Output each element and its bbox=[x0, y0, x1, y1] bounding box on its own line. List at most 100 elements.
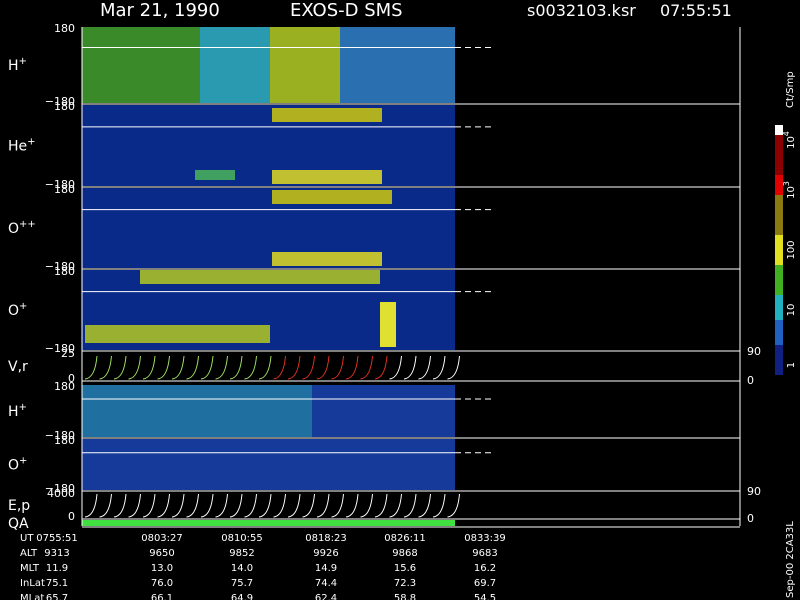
tick-label: −180 bbox=[45, 95, 75, 108]
file: s0032103.ksr bbox=[527, 1, 636, 20]
ep-curve bbox=[142, 493, 156, 518]
vr-curve bbox=[287, 355, 301, 380]
ep-curve bbox=[200, 493, 214, 518]
panel-label-text: H bbox=[8, 404, 19, 420]
cell: 9852 bbox=[229, 548, 254, 559]
vr-curve bbox=[403, 355, 417, 380]
tick-label: 180 bbox=[54, 265, 75, 278]
tick-label: 25 bbox=[61, 347, 75, 360]
vr-curve bbox=[128, 355, 141, 380]
tick-label: 180 bbox=[54, 380, 75, 393]
instrument: EXOS-D SMS bbox=[290, 0, 403, 21]
he-plus-band bbox=[195, 170, 235, 180]
cell: 9926 bbox=[313, 548, 338, 559]
tick-label: 180 bbox=[54, 22, 75, 35]
tick-label: −180 bbox=[45, 260, 75, 273]
colorbar-segment bbox=[775, 265, 783, 295]
o-plus-2-spectrogram bbox=[82, 439, 455, 490]
cell: 72.3 bbox=[394, 578, 416, 589]
cell: 74.4 bbox=[315, 578, 337, 589]
colorbar-label: 10 bbox=[786, 304, 797, 317]
tick-label: −180 bbox=[45, 178, 75, 191]
cell: 0803:27 bbox=[141, 533, 183, 544]
vr-curve bbox=[360, 355, 373, 380]
ep-curve bbox=[345, 493, 359, 518]
cell: 11.9 bbox=[46, 563, 68, 574]
ep-curve bbox=[360, 493, 373, 518]
cell: 0810:55 bbox=[221, 533, 263, 544]
vr-curve bbox=[171, 355, 185, 380]
panel-label-text: V,r bbox=[8, 359, 28, 375]
right-tick-label: 90 bbox=[747, 345, 761, 358]
colorbar-label-base: 100 bbox=[786, 240, 797, 259]
cell: 54.5 bbox=[474, 593, 496, 600]
o-plus-plus-spectrogram bbox=[82, 188, 455, 268]
vr-curve bbox=[157, 355, 170, 380]
panel-label-text: O bbox=[8, 458, 19, 474]
ep-curve bbox=[186, 493, 199, 518]
panel-label-sup: + bbox=[19, 56, 27, 67]
row-label: MLat bbox=[20, 593, 44, 600]
cell: 13.0 bbox=[151, 563, 173, 574]
tick-label: −180 bbox=[45, 482, 75, 495]
qa-bar bbox=[82, 520, 455, 526]
panel-label-sup: + bbox=[19, 456, 27, 467]
vr-curve bbox=[186, 355, 199, 380]
cell: 14.9 bbox=[315, 563, 337, 574]
ep-curve bbox=[331, 493, 344, 518]
spectrograms bbox=[82, 27, 455, 526]
ep-curve bbox=[389, 493, 402, 518]
ep-curve bbox=[244, 493, 257, 518]
tick-label: 4000 bbox=[47, 487, 75, 500]
ep-curve bbox=[418, 493, 431, 518]
vr-curve bbox=[418, 355, 431, 380]
right-tick-label: 0 bbox=[747, 512, 754, 525]
cell: 0826:11 bbox=[384, 533, 426, 544]
panel-label-text: QA bbox=[8, 516, 29, 532]
colorbar-segment bbox=[775, 135, 783, 175]
cell: 69.7 bbox=[474, 578, 496, 589]
row-label: MLT bbox=[20, 563, 40, 574]
vr-curve bbox=[258, 355, 272, 380]
vr-curve bbox=[244, 355, 257, 380]
colorbar-segment bbox=[775, 235, 783, 265]
colorbar-segment bbox=[775, 320, 783, 345]
vr-curve bbox=[142, 355, 156, 380]
tick-label: 180 bbox=[54, 434, 75, 447]
vr-curve bbox=[200, 355, 214, 380]
tick-label: 0 bbox=[68, 510, 75, 523]
panel-label: O++ bbox=[8, 219, 36, 237]
o-plus-plus-band bbox=[272, 252, 382, 266]
ep-curve bbox=[229, 493, 243, 518]
tick-label: −180 bbox=[45, 429, 75, 442]
vr-curve bbox=[331, 355, 344, 380]
panel-label-sup: + bbox=[19, 402, 27, 413]
panel-label: H+ bbox=[8, 402, 27, 420]
vr-curve bbox=[215, 355, 228, 380]
vr-curve bbox=[99, 355, 112, 380]
panel-label-text: O bbox=[8, 303, 19, 319]
colorbar-segment bbox=[775, 195, 783, 235]
ep-curve bbox=[273, 493, 286, 518]
ep-curve bbox=[215, 493, 228, 518]
he-plus-band bbox=[272, 108, 382, 122]
row-label: InLat bbox=[20, 578, 45, 589]
colorbar-segment bbox=[775, 175, 783, 195]
colorbar-segment bbox=[775, 125, 783, 135]
panel-label: O+ bbox=[8, 456, 27, 474]
cell: 0833:39 bbox=[464, 533, 506, 544]
ep-curve bbox=[287, 493, 301, 518]
he-plus-band bbox=[272, 170, 382, 184]
ep-curve bbox=[302, 493, 315, 518]
ep-curve bbox=[447, 493, 460, 518]
ep-curve bbox=[157, 493, 170, 518]
tick-label: 180 bbox=[54, 183, 75, 196]
ep-curve bbox=[403, 493, 417, 518]
row-label: ALT bbox=[20, 548, 38, 559]
vr-curve bbox=[84, 355, 98, 380]
panel-label: V,r bbox=[8, 359, 28, 375]
colorbar-label-base: 10 bbox=[786, 304, 797, 317]
ep-curve bbox=[432, 493, 446, 518]
tick-label: 0 bbox=[68, 372, 75, 385]
